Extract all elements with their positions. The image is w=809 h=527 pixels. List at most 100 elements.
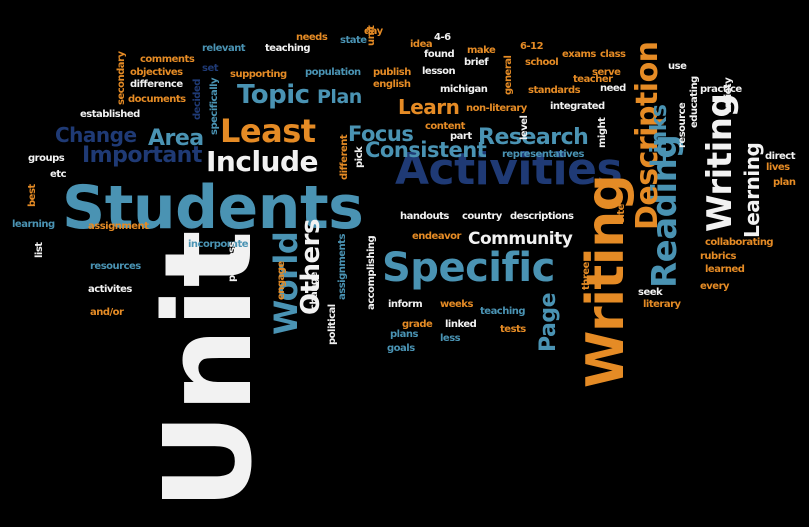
word: outline <box>175 252 212 263</box>
word: exams <box>562 49 596 60</box>
word: Important <box>82 143 202 168</box>
word: handouts <box>400 211 449 222</box>
word: Include <box>206 145 319 178</box>
word: established <box>80 109 140 120</box>
word: 4-6 <box>434 32 451 43</box>
word: Change <box>55 123 137 147</box>
word: rubrics <box>700 251 736 262</box>
word: Least <box>220 112 316 150</box>
word: variety <box>723 77 734 114</box>
word: representatives <box>502 149 584 160</box>
word: Topic <box>237 80 310 110</box>
word: make <box>467 45 496 56</box>
word: relevant <box>202 43 246 54</box>
word: process <box>227 241 238 282</box>
word: english <box>373 79 411 90</box>
word: direct <box>765 151 796 162</box>
word: practice <box>700 84 742 95</box>
word: Unit <box>140 230 279 510</box>
word: seek <box>638 287 663 298</box>
word: teaching <box>265 43 311 54</box>
word: population <box>305 67 361 78</box>
word: general <box>503 55 514 95</box>
word: inform <box>388 299 423 310</box>
word: state <box>340 35 367 46</box>
word: goals <box>387 343 415 354</box>
word: comments <box>140 54 195 65</box>
word: educating <box>689 76 700 128</box>
word: part <box>450 131 472 142</box>
word: serve <box>592 67 621 78</box>
word: accomplishing <box>366 235 377 310</box>
word: different <box>339 134 350 180</box>
word: school <box>525 57 559 68</box>
word: linked <box>445 319 477 330</box>
word: Students <box>62 173 364 243</box>
word: content <box>425 121 465 132</box>
word: 6-12 <box>520 41 544 52</box>
word: resources <box>90 261 141 272</box>
word: Links <box>647 104 672 167</box>
word: literary <box>643 299 681 310</box>
word: three <box>581 262 592 290</box>
word: endeavor <box>412 231 461 242</box>
word: Writing <box>700 93 740 232</box>
word: teaching <box>480 306 526 317</box>
word: learning <box>12 219 55 230</box>
word: Focus <box>348 122 414 146</box>
word: michigan <box>440 84 488 95</box>
word: plan <box>773 177 796 188</box>
word: integrated <box>550 101 605 112</box>
word: brief <box>464 57 489 68</box>
word: collaborating <box>705 237 774 248</box>
word: grade <box>402 319 433 330</box>
word: engage <box>276 261 287 300</box>
word: standards <box>528 85 581 96</box>
word: change <box>309 272 320 310</box>
word: class <box>600 49 626 60</box>
word: use <box>668 61 687 72</box>
word: found <box>424 49 455 60</box>
word: tests <box>500 324 526 335</box>
word: less <box>440 333 461 344</box>
word: assignments <box>337 234 348 300</box>
word: set <box>202 63 219 74</box>
word: pick <box>354 146 365 168</box>
word: Page <box>536 292 561 352</box>
word: need <box>600 83 626 94</box>
word: Learn <box>398 95 460 119</box>
word: decided <box>192 79 203 120</box>
word: Consistent <box>365 138 487 162</box>
word: publish <box>373 67 411 78</box>
word: country <box>462 211 502 222</box>
word: plans <box>390 329 418 340</box>
word: best <box>27 184 38 207</box>
word: every <box>700 281 730 292</box>
word: learned <box>705 264 745 275</box>
word: resource <box>677 102 688 148</box>
word: Area <box>148 126 204 151</box>
word: specifically <box>209 77 220 135</box>
word: descriptions <box>510 211 574 222</box>
word: non-literary <box>466 103 527 114</box>
word: etc <box>50 169 67 180</box>
word: needs <box>296 32 328 43</box>
word: lives <box>766 162 790 173</box>
word: lesson <box>422 66 456 77</box>
word: supporting <box>230 69 287 80</box>
word: objectives <box>130 67 183 78</box>
word: teacher <box>573 74 613 85</box>
word: day <box>364 26 383 37</box>
word: difference <box>130 79 183 90</box>
word: Activities <box>395 144 623 195</box>
word: Learning <box>740 142 764 238</box>
word: idea <box>410 39 433 50</box>
word: assignment <box>88 221 149 232</box>
word: activites <box>88 284 132 295</box>
word: and/or <box>90 307 124 318</box>
word: might <box>597 117 608 148</box>
word: political <box>327 304 338 345</box>
word: list <box>34 242 45 258</box>
word: incorporate <box>188 239 249 250</box>
